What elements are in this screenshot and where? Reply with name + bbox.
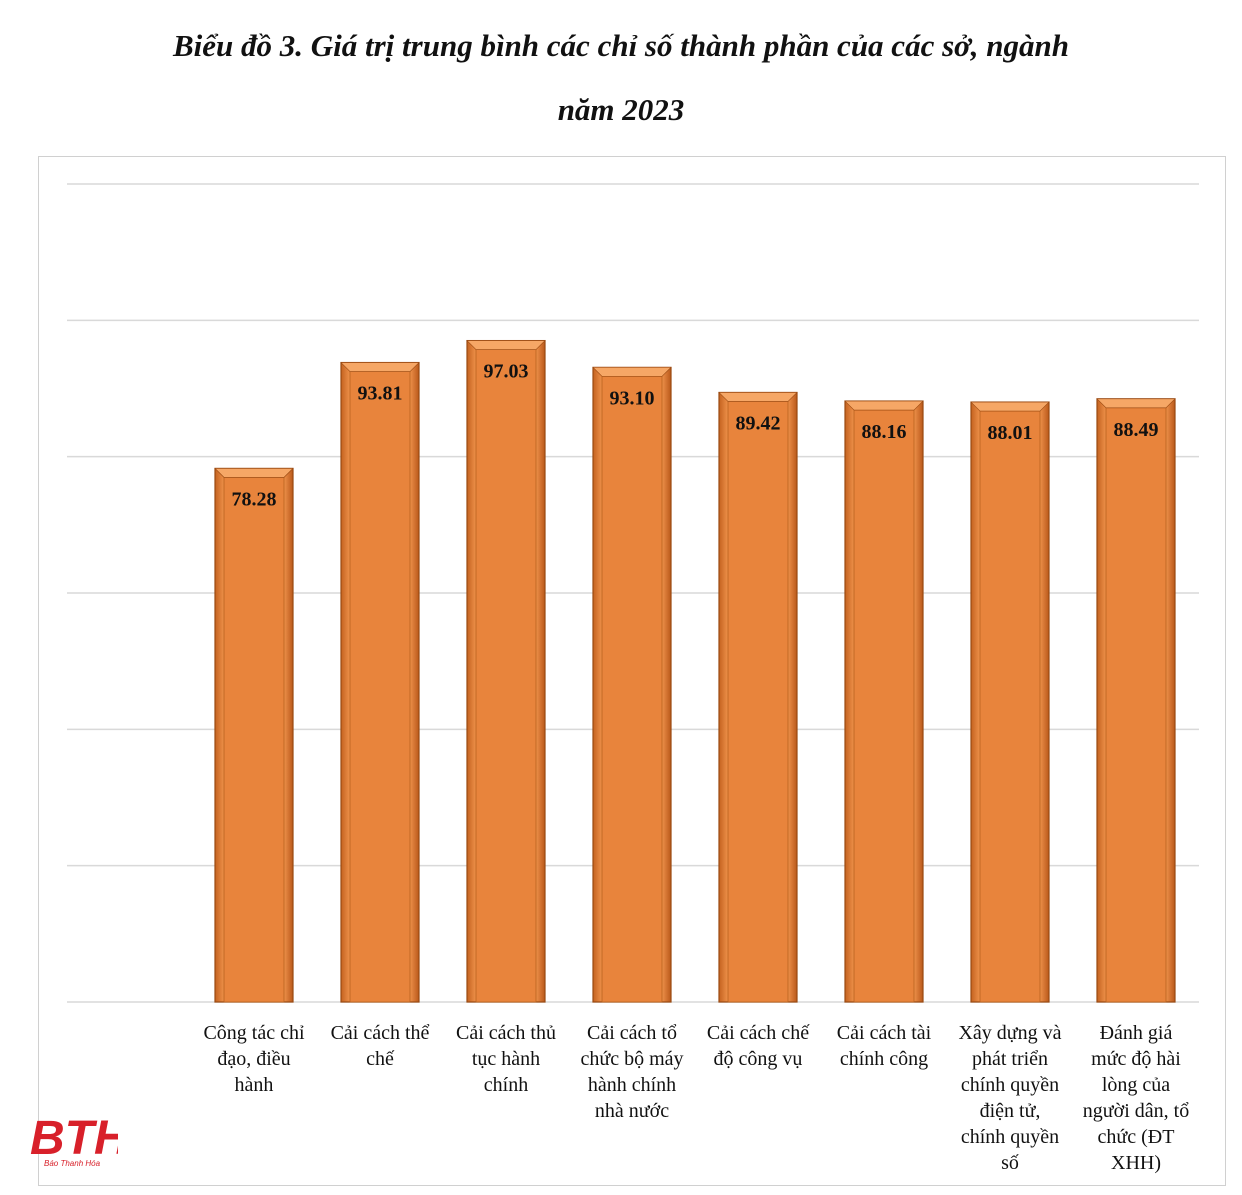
data-label: 88.16 — [862, 421, 907, 443]
data-label: 97.03 — [484, 361, 529, 383]
logo-text: BTH — [30, 1112, 118, 1165]
bar — [592, 366, 672, 1003]
bar — [466, 339, 546, 1003]
bar — [844, 400, 924, 1003]
x-tick-label: Cải cách tổ chức bộ máy hành chính nhà nước — [580, 1022, 683, 1122]
data-label: 88.49 — [1114, 419, 1159, 441]
logo-subtext: Báo Thanh Hóa — [44, 1159, 101, 1168]
x-tick-label: Đánh giá mức độ hài lòng của người dân, tổ c… — [1083, 1022, 1189, 1174]
bth-logo: BTH Báo Thanh Hóa — [30, 1112, 118, 1168]
x-tick-label: Công tác chỉ đạo, điều hành — [203, 1022, 305, 1096]
x-tick-label: Cải cách chế độ công vụ — [707, 1022, 810, 1070]
x-tick-label: Cải cách thể chế — [331, 1022, 430, 1070]
x-tick-label: Xây dựng và phát triển chính quyền điện tử,… — [958, 1022, 1061, 1174]
data-label: 78.28 — [232, 488, 277, 510]
data-label: 93.81 — [358, 383, 403, 405]
data-label: 88.01 — [988, 422, 1033, 444]
bar — [1096, 398, 1176, 1003]
chart-area: 78.28 93.81 97.03 93.10 89.42 88.16 88.01 88.49… — [38, 156, 1226, 1186]
x-tick-label: Cải cách tài chính công — [837, 1022, 932, 1070]
chart-title-line-2: năm 2023 — [557, 92, 685, 127]
bar — [214, 467, 294, 1003]
bar — [970, 401, 1050, 1003]
bar-chart: 78.28 93.81 97.03 93.10 89.42 88.16 88.01 88.49… — [67, 183, 1199, 1174]
chart-title-line-1: Biểu đồ 3. Giá trị trung bình các chỉ số… — [172, 28, 1070, 63]
x-tick-label: Cải cách thủ tục hành chính — [456, 1022, 556, 1096]
data-label: 93.10 — [610, 387, 655, 409]
data-label: 89.42 — [736, 412, 781, 434]
bar — [340, 361, 420, 1003]
bar — [718, 391, 798, 1003]
